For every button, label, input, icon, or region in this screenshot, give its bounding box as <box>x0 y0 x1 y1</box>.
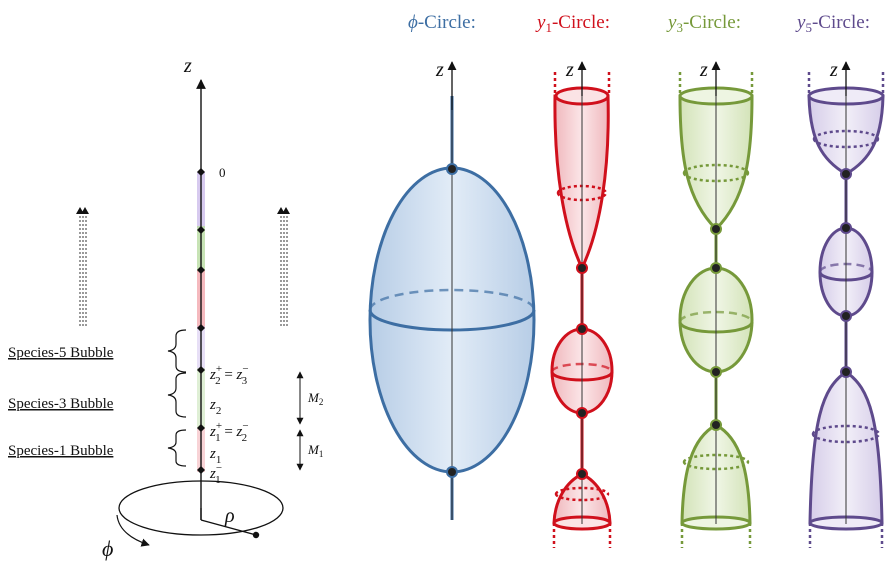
phi-bottom-pinch <box>446 466 458 478</box>
marker <box>197 226 205 234</box>
species-5-label: Species-5 Bubble <box>8 345 114 361</box>
y1-pinch <box>576 468 588 480</box>
species-1-brace <box>167 429 187 467</box>
y5-pinch <box>840 222 852 234</box>
m1-label: M1 <box>307 442 323 459</box>
y3-pinch <box>710 366 722 378</box>
phi-rotation-arrow <box>116 514 150 547</box>
y5-pinch <box>840 366 852 378</box>
left-dotted-arrowhead <box>76 207 89 214</box>
rho-radius <box>200 519 257 536</box>
right-dotted-arrow <box>280 214 288 326</box>
marker-z1minus <box>197 466 205 474</box>
right-dotted-arrowhead <box>277 207 290 214</box>
marker-z1plus <box>197 424 205 432</box>
z-axis-label: z <box>183 55 192 77</box>
y3-pinch <box>710 223 722 235</box>
rho-endpoint <box>252 531 260 539</box>
phi-circle-title: ϕ-Circle: <box>408 12 476 33</box>
y3-pinch <box>710 262 722 274</box>
y3-circle-title: y3-Circle: <box>666 12 741 35</box>
y1-pinch <box>576 323 588 335</box>
axis-markers <box>197 168 205 474</box>
y3-z-label: z <box>699 59 708 81</box>
z1minus-label: z− 1 <box>209 462 222 486</box>
y5-circle-panel: z <box>807 59 885 548</box>
m2-label: M2 <box>307 390 323 407</box>
y1-circle-panel: z <box>550 59 614 548</box>
z2-label: z2 <box>209 397 221 417</box>
zero-label: 0 <box>219 165 226 180</box>
species-3-brace <box>167 372 187 418</box>
y5-z-label: z <box>829 59 838 81</box>
y1-z-label: z <box>565 59 574 81</box>
rho-label: ρ <box>224 505 235 527</box>
species-3-label: Species-3 Bubble <box>8 396 114 412</box>
marker <box>197 324 205 332</box>
y3-pinch <box>710 419 722 431</box>
y3-circle-panel: z <box>678 59 754 548</box>
species-5-brace <box>167 329 187 373</box>
marker-z2plus <box>197 366 205 374</box>
phi-label: ϕ <box>102 536 113 561</box>
z1plus-eq-z2minus-label: z+ 1 = z− 2 <box>209 420 249 444</box>
marker <box>197 266 205 274</box>
y1-circle-title: y1-Circle: <box>535 12 610 35</box>
marker-zero <box>197 168 205 176</box>
phi-circle-panel: z <box>368 59 536 520</box>
z2plus-eq-z3minus-label: z+ 2 = z− 3 <box>209 363 249 387</box>
left-panel: z 0 Species-5 Bubble Species-3 Bubble Sp… <box>8 55 323 561</box>
y5-pinch <box>840 168 852 180</box>
species-1-label: Species-1 Bubble <box>8 443 114 459</box>
phi-top-pinch <box>446 163 458 175</box>
z1-label: z1 <box>209 446 221 466</box>
base-circle <box>118 480 284 536</box>
y5-pinch <box>840 310 852 322</box>
y1-pinch <box>576 262 588 274</box>
left-dotted-arrow <box>79 214 87 326</box>
y1-pinch <box>576 407 588 419</box>
y5-circle-title: y5-Circle: <box>795 12 870 35</box>
phi-z-label: z <box>435 59 444 81</box>
